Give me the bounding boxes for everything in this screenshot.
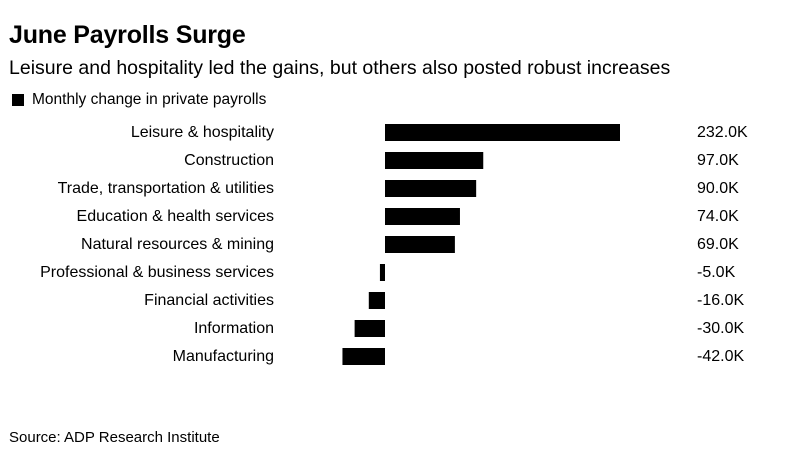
- category-label: Information: [194, 320, 274, 337]
- category-label: Trade, transportation & utilities: [58, 180, 274, 197]
- bar: [379, 264, 385, 281]
- bar: [385, 236, 455, 253]
- category-label: Education & health services: [77, 208, 274, 225]
- value-label: 69.0K: [697, 236, 739, 253]
- legend-label: Monthly change in private payrolls: [32, 91, 267, 108]
- bar: [385, 208, 460, 225]
- value-label: 97.0K: [697, 152, 739, 169]
- legend: Monthly change in private payrolls: [12, 90, 266, 110]
- value-label: 232.0K: [697, 124, 748, 141]
- value-label: -5.0K: [697, 264, 736, 281]
- bar: [342, 348, 385, 365]
- legend-swatch: [12, 94, 24, 106]
- bar: [368, 292, 385, 309]
- value-label: -16.0K: [697, 292, 744, 309]
- value-label: 90.0K: [697, 180, 739, 197]
- category-label: Construction: [184, 152, 274, 169]
- value-label: -30.0K: [697, 320, 744, 337]
- value-label: -42.0K: [697, 348, 744, 365]
- category-label: Professional & business services: [40, 264, 274, 281]
- category-label: Leisure & hospitality: [131, 124, 274, 141]
- bar: [354, 320, 385, 337]
- value-label: 74.0K: [697, 208, 739, 225]
- bar: [385, 152, 484, 169]
- category-label: Manufacturing: [173, 348, 274, 365]
- category-label: Financial activities: [144, 292, 274, 309]
- bar: [385, 124, 620, 141]
- bar: [385, 180, 477, 197]
- category-label: Natural resources & mining: [81, 236, 274, 253]
- chart-title: June Payrolls Surge: [9, 21, 246, 49]
- source-note: Source: ADP Research Institute: [9, 429, 220, 446]
- chart-subtitle: Leisure and hospitality led the gains, b…: [9, 57, 671, 79]
